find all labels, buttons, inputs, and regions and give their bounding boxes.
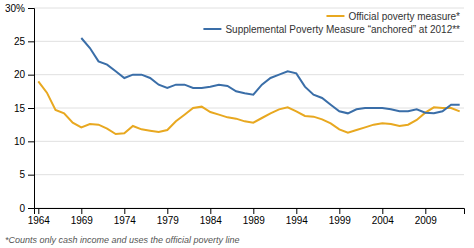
x-tick: 2009 (415, 208, 438, 226)
y-tick-mark (28, 208, 34, 209)
x-tick: 1974 (114, 208, 137, 226)
x-tick-label: 1984 (200, 215, 223, 226)
x-axis: 1964 1969 1974 1979 1984 1989 1994 1999 2004 2009 (28, 208, 465, 226)
x-tick: 2004 (372, 208, 395, 226)
series-line (38, 81, 459, 134)
y-tick: 0 (19, 203, 34, 214)
y-tick: 10 (14, 136, 34, 147)
chart: 0 5 10 15 20 25 30% 1964 1969 1974 1979 1984 1989 199… (0, 0, 474, 248)
x-tick-mark (382, 208, 383, 214)
lines (38, 38, 459, 134)
x-tick-mark (210, 208, 211, 214)
x-tick-mark (124, 208, 125, 214)
grid-line (34, 41, 464, 42)
x-tick-mark (339, 208, 340, 214)
y-tick-label: 30% (5, 3, 25, 14)
y-tick-label: 25 (14, 36, 26, 47)
legend-item: Official poverty measure* (326, 11, 460, 22)
grid-line (34, 108, 464, 109)
legend-label: Supplemental Poverty Measure “anchored” … (225, 24, 460, 35)
x-tick: 1999 (329, 208, 352, 226)
legend-item: Supplemental Poverty Measure “anchored” … (203, 24, 460, 35)
x-tick-mark (296, 208, 297, 214)
y-tick: 30% (5, 3, 34, 14)
legend-swatch (203, 28, 221, 30)
y-tick-label: 5 (19, 169, 25, 180)
x-axis-line (35, 209, 465, 215)
y-tick: 20 (14, 69, 34, 80)
x-tick-mark (167, 208, 168, 214)
x-tick-mark (81, 208, 82, 214)
series-line (81, 38, 459, 113)
x-tick: 1994 (286, 208, 309, 226)
legend-label: Official poverty measure* (348, 11, 460, 22)
y-tick: 5 (19, 169, 34, 180)
grid-line (34, 74, 464, 75)
y-axis-line (28, 9, 35, 209)
y-tick-mark (28, 141, 34, 142)
x-tick-label: 1974 (114, 215, 137, 226)
y-tick-mark (28, 108, 34, 109)
y-tick: 25 (14, 36, 34, 47)
x-tick-label: 2004 (372, 215, 395, 226)
x-tick: 1979 (157, 208, 180, 226)
y-tick-mark (28, 41, 34, 42)
x-tick: 1984 (200, 208, 223, 226)
grid-line (34, 141, 464, 142)
x-tick-mark (253, 208, 254, 214)
x-tick: 1964 (28, 208, 51, 226)
x-tick-label: 1989 (243, 215, 266, 226)
x-tick-label: 1979 (157, 215, 180, 226)
grid-line (34, 174, 464, 175)
x-tick-label: 1999 (329, 215, 352, 226)
x-tick: 1989 (243, 208, 266, 226)
x-tick-label: 2009 (415, 215, 438, 226)
plot: 0 5 10 15 20 25 30% 1964 1969 1974 1979 1984 1989 199… (5, 3, 465, 226)
y-tick-label: 15 (14, 103, 26, 114)
y-tick-label: 10 (14, 136, 26, 147)
y-tick: 15 (14, 103, 34, 114)
x-tick-label: 1969 (71, 215, 94, 226)
y-tick-mark (28, 175, 34, 176)
footnote: *Counts only cash income and uses the of… (5, 235, 240, 245)
legend: Official poverty measure* Supplemental Po… (203, 11, 460, 35)
x-tick-mark (38, 208, 39, 214)
y-tick-mark (28, 8, 34, 9)
x-tick-label: 1964 (28, 215, 51, 226)
grid-line (34, 8, 464, 9)
x-tick: 1969 (71, 208, 94, 226)
legend-swatch (326, 15, 344, 17)
y-axis: 0 5 10 15 20 25 30% (5, 3, 35, 214)
y-tick-mark (28, 75, 34, 76)
y-tick-label: 0 (19, 203, 25, 214)
x-tick-label: 1994 (286, 215, 309, 226)
y-tick-label: 20 (14, 69, 26, 80)
x-tick-mark (425, 208, 426, 214)
grid (34, 8, 464, 208)
